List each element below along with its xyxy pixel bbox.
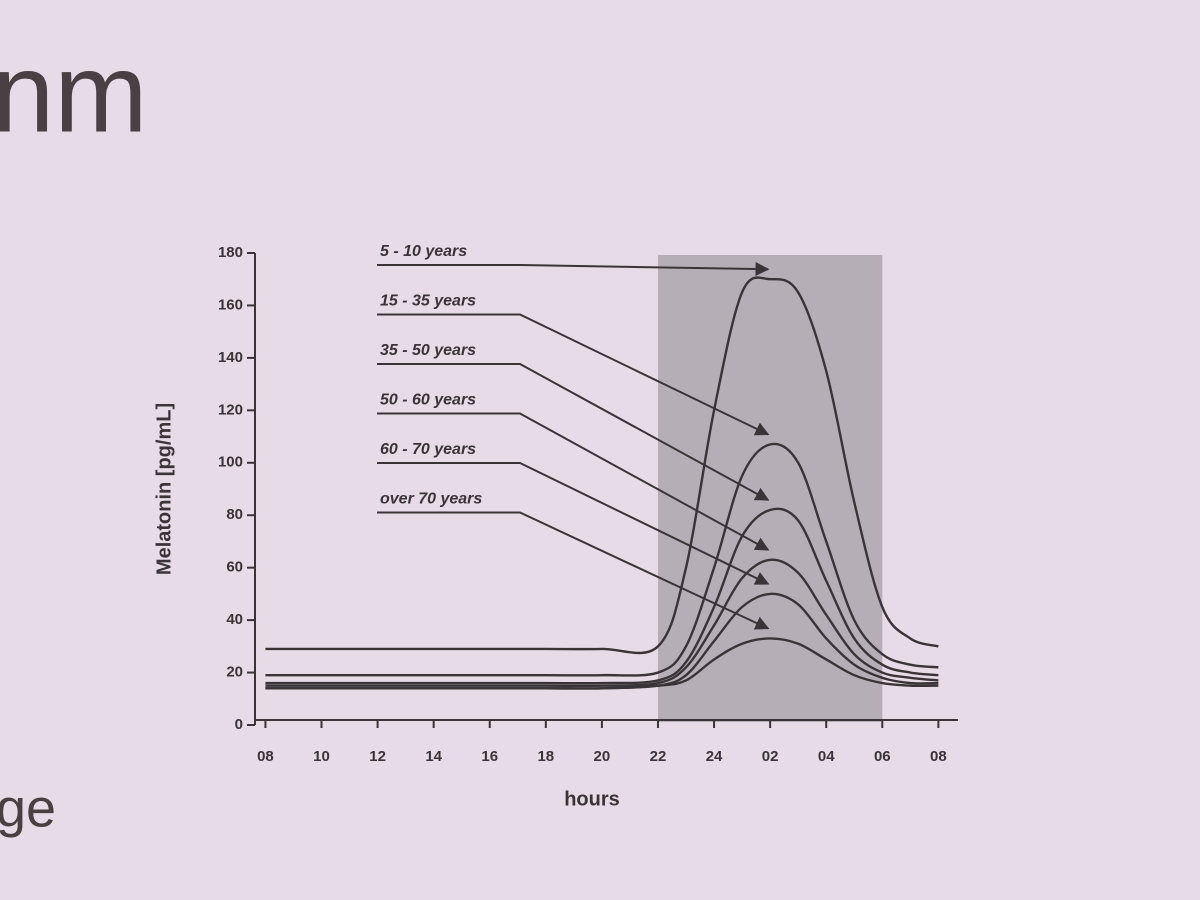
annotation-arrow [377, 462, 770, 585]
x-tick-label: 14 [425, 748, 442, 765]
x-tick-label: 08 [257, 748, 274, 765]
y-axis-label: Melatonin [pg/mL] [153, 403, 175, 575]
series-line [265, 507, 939, 685]
slide-body-text: ge [0, 778, 56, 838]
series-label: 35 - 50 years [380, 342, 476, 359]
series-label: over 70 years [380, 491, 482, 508]
annotation-arrow [377, 313, 770, 436]
y-tick-label: 40 [226, 611, 243, 628]
x-tick-label: 02 [762, 748, 779, 765]
series-line [265, 276, 939, 655]
x-tick-label: 04 [818, 748, 835, 765]
series-line [265, 558, 939, 688]
x-tick-label: 10 [313, 748, 330, 765]
annotation-arrow [377, 412, 770, 551]
series-label: 50 - 60 years [380, 392, 476, 409]
annotation-arrow [377, 262, 770, 277]
y-tick-label: 180 [218, 244, 243, 261]
x-tick-label: 16 [481, 748, 498, 765]
series-label: 15 - 35 years [380, 293, 476, 310]
y-tick-label: 120 [218, 401, 243, 418]
annotation-arrow [377, 511, 770, 630]
x-tick-label: 18 [537, 748, 554, 765]
y-tick-label: 0 [235, 716, 243, 733]
x-tick-label: 06 [874, 748, 891, 765]
series-label: 5 - 10 years [380, 243, 467, 260]
y-tick-label: 20 [226, 664, 243, 681]
y-tick-label: 140 [218, 349, 243, 366]
slide-title: nm [0, 31, 148, 156]
y-tick-label: 60 [226, 559, 243, 576]
x-tick-label: 22 [650, 748, 667, 765]
x-tick-label: 12 [369, 748, 386, 765]
x-tick-label: 24 [706, 748, 723, 765]
annotation-arrow [377, 363, 770, 501]
y-tick-label: 160 [218, 296, 243, 313]
y-tick-label: 80 [226, 506, 243, 523]
x-tick-label: 20 [594, 748, 611, 765]
series-line [265, 442, 939, 677]
x-axis-label: hours [564, 788, 620, 810]
y-tick-label: 100 [218, 454, 243, 471]
x-tick-label: 08 [930, 748, 947, 765]
series-line [265, 637, 939, 690]
series-label: 60 - 70 years [380, 441, 476, 458]
